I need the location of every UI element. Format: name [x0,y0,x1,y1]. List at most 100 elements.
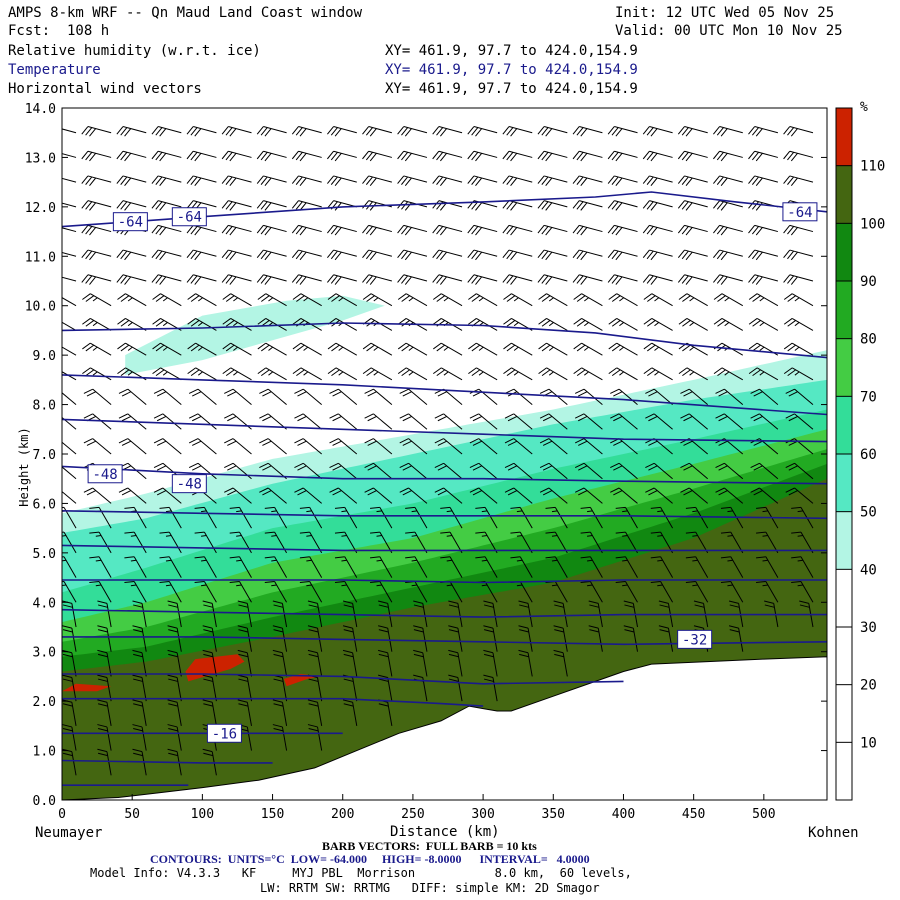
colorbar-segment [836,742,852,800]
wind-barb [202,649,217,677]
wind-barb [132,674,147,702]
wind-barb [259,388,287,405]
colorbar-label: 20 [860,678,877,694]
wind-barb [715,388,744,405]
wind-barb [713,175,743,186]
wind-barb [186,150,217,162]
wind-barb [124,556,147,578]
temperature-contour [62,697,484,707]
wind-barb [62,150,77,158]
wind-barb [510,506,533,529]
contour-label: -48 [92,467,117,483]
wind-barb [194,556,217,578]
wind-barb [785,462,814,480]
wind-barb [448,649,463,677]
wind-barb [187,317,217,331]
wind-barb [186,274,217,285]
wind-barb [783,367,814,381]
wind-barb [307,600,323,628]
wind-barb [642,249,673,261]
valid-time: Valid: 00 UTC Mon 10 Nov 25 [615,23,843,39]
wind-barb [448,625,463,652]
wind-barb [397,274,428,285]
wind-barb [264,506,288,529]
wind-barb [572,224,603,236]
colorbar-label: 100 [860,216,885,232]
wind-barb [167,649,182,677]
wind-barb [553,649,568,677]
wind-barb [643,367,673,381]
wind-barb [538,367,568,381]
wind-barb [467,224,498,236]
wind-barb [327,274,357,285]
y-tick-label: 7.0 [33,448,56,463]
wind-barb [132,649,147,677]
wind-barb [378,649,393,677]
wind-barb [82,342,112,356]
x-tick-label: 500 [752,807,775,822]
wind-barb [432,150,463,162]
temperature-contour [62,544,827,552]
rh-patch-110-2 [283,674,322,687]
wind-barb [748,200,779,211]
wind-barb [413,649,428,677]
wind-barb [433,293,463,307]
wind-barb [229,556,252,578]
wind-barb [237,699,252,726]
wind-barb [483,600,498,628]
temperature-contour [62,418,827,443]
wind-barb [607,126,638,137]
contour-label-box [87,464,123,484]
wind-barb [642,200,673,211]
y-tick-label: 5.0 [33,547,56,562]
colorbar-segment [836,684,852,743]
wind-barb [62,175,77,183]
wind-barb [272,724,288,751]
wind-barb [750,413,779,430]
wind-barb [152,293,182,307]
wind-barb [468,293,498,307]
wind-barb [97,600,112,628]
colorbar-segment [836,108,852,166]
y-tick-label: 10.0 [25,300,56,315]
wind-barb [229,581,252,603]
wind-barb [62,200,77,208]
wind-barb [62,674,77,702]
wind-barb [607,274,638,285]
wind-barb [483,674,498,702]
wind-barb [334,556,358,578]
wind-barb [299,581,323,603]
wind-barb [194,581,217,603]
wind-barb [188,413,217,430]
wind-barb [615,556,638,578]
wind-barb [503,367,533,381]
x-tick-label: 350 [542,807,565,822]
wind-barb [362,224,392,236]
wind-barb [256,274,287,285]
wind-barb [643,293,673,307]
wind-barb [89,556,112,578]
wind-barb [645,388,673,405]
wind-barb [434,487,463,504]
y-tick-label: 11.0 [25,250,56,265]
wind-barb [222,293,252,307]
wind-barb [791,531,814,554]
wind-barb [159,506,182,529]
wind-barb [329,462,358,480]
wind-barb [623,625,638,652]
wind-barb [159,556,182,578]
colorbar-label: 10 [860,735,877,751]
wind-barb [440,531,463,554]
wind-barb [151,175,182,186]
wind-barb [116,150,147,162]
wind-barb [327,126,357,137]
wind-barb [748,224,779,236]
x-tick-label: 50 [124,807,140,822]
wind-barb [574,413,603,430]
wind-barb [537,126,568,137]
wind-barb [588,625,603,652]
wind-barb [642,274,673,285]
colorbar-label: 110 [860,159,885,175]
wind-barb [537,200,568,211]
wind-barb [748,175,779,186]
